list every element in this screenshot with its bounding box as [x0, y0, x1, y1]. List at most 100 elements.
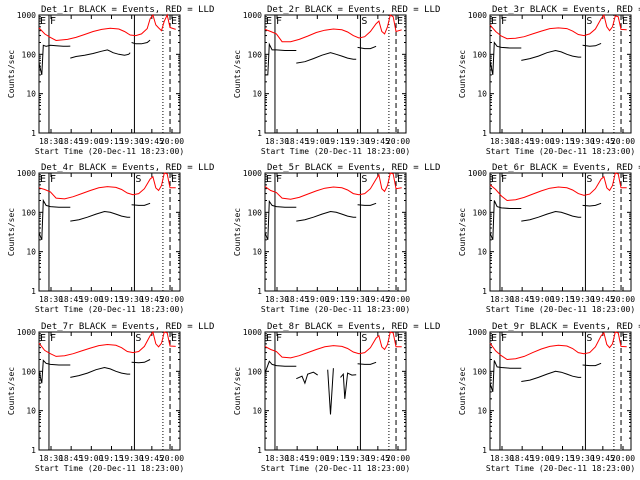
y-tick-label: 100: [22, 208, 37, 217]
x-axis-label: Start Time (20-Dec-11 18:23:00): [486, 147, 635, 156]
x-tick-label: 19:45: [366, 137, 390, 146]
marker-label: F: [501, 174, 507, 185]
x-tick-label: 19:15: [550, 137, 574, 146]
marker-label: E: [266, 333, 272, 344]
x-tick-label: 18:45: [285, 137, 309, 146]
x-axis-label: Start Time (20-Dec-11 18:23:00): [486, 464, 635, 473]
panel-title: Det_9r BLACK = Events, RED = LLD: [492, 322, 640, 332]
marker-label: E: [171, 16, 177, 27]
marker-label: F: [276, 16, 282, 27]
x-tick-label: 20:00: [611, 295, 635, 304]
x-tick-label: 19:00: [79, 137, 103, 146]
x-tick-label: 20:00: [160, 295, 184, 304]
events-series-line: [296, 210, 357, 222]
x-tick-label: 19:30: [571, 137, 595, 146]
marker-label: S: [586, 174, 592, 185]
events-series-line: [489, 200, 522, 240]
y-tick-label: 10: [477, 90, 487, 99]
lld-series-line: [489, 13, 627, 40]
detector-panel-9: Det_9r BLACK = Events, RED = LLD 1 10 100 10…: [458, 322, 640, 473]
detector-panel-5: Det_5r BLACK = Events, RED = LLD 1 10 100 10…: [233, 163, 440, 314]
y-axis-label: Counts/sec: [233, 50, 242, 98]
events-series-line: [327, 368, 334, 415]
x-tick-label: 18:45: [510, 295, 534, 304]
x-tick-label: 19:45: [366, 454, 390, 463]
x-tick-label: 19:45: [140, 295, 164, 304]
x-tick-label: 18:30: [265, 454, 289, 463]
x-tick-label: 18:45: [59, 295, 83, 304]
y-tick-label: 1: [31, 129, 36, 138]
marker-label: S: [586, 16, 592, 27]
x-tick-label: 19:15: [325, 295, 349, 304]
marker-label: E: [171, 174, 177, 185]
events-series-line: [582, 362, 602, 367]
lld-series-line: [489, 172, 627, 202]
x-tick-label: 19:45: [591, 295, 615, 304]
events-series-line: [38, 198, 71, 240]
marker-label: E: [622, 333, 628, 344]
x-tick-label: 19:30: [571, 454, 595, 463]
y-tick-label: 10: [252, 90, 262, 99]
x-tick-label: 19:15: [99, 454, 123, 463]
y-tick-label: 100: [473, 208, 488, 217]
y-tick-label: 1000: [468, 169, 487, 178]
detector-panel-6: Det_6r BLACK = Events, RED = LLD 1 10 100 10…: [458, 163, 640, 314]
marker-label: F: [50, 333, 56, 344]
y-tick-label: 1: [257, 446, 262, 455]
x-tick-label: 19:00: [305, 295, 329, 304]
y-tick-label: 1000: [243, 169, 262, 178]
x-tick-label: 18:30: [490, 295, 514, 304]
x-tick-label: 18:45: [285, 295, 309, 304]
marker-label: F: [50, 174, 56, 185]
y-tick-label: 1: [482, 129, 487, 138]
x-tick-label: 19:15: [99, 295, 123, 304]
y-tick-label: 1: [257, 287, 262, 296]
x-tick-label: 19:00: [79, 295, 103, 304]
marker-label: F: [50, 16, 56, 27]
lld-series-line: [38, 13, 176, 42]
x-axis-label: Start Time (20-Dec-11 18:23:00): [261, 147, 410, 156]
x-tick-label: 19:15: [325, 454, 349, 463]
lld-series-line: [489, 331, 627, 361]
x-tick-label: 19:30: [120, 454, 144, 463]
x-tick-label: 19:15: [325, 137, 349, 146]
x-tick-label: 20:00: [611, 454, 635, 463]
lld-series-line: [264, 172, 402, 200]
y-tick-label: 1000: [468, 11, 487, 20]
x-tick-label: 19:15: [550, 454, 574, 463]
panel-title: Det_2r BLACK = Events, RED = LLD: [267, 5, 440, 15]
y-tick-label: 100: [473, 367, 488, 376]
marker-label: E: [397, 174, 403, 185]
x-tick-label: 18:30: [490, 137, 514, 146]
panel-title: Det_1r BLACK = Events, RED = LLD: [41, 5, 214, 15]
plot-frame: [489, 14, 632, 134]
y-tick-label: 100: [473, 50, 488, 59]
marker-label: F: [501, 16, 507, 27]
x-tick-label: 19:45: [591, 454, 615, 463]
marker-label: E: [491, 174, 497, 185]
y-tick-label: 10: [477, 248, 487, 257]
x-tick-label: 19:15: [99, 137, 123, 146]
panel-title: Det_3r BLACK = Events, RED = LLD: [492, 5, 640, 15]
x-axis-label: Start Time (20-Dec-11 18:23:00): [486, 305, 635, 314]
plot-frame: [38, 14, 181, 134]
events-series-line: [489, 41, 522, 75]
y-tick-label: 1000: [17, 11, 36, 20]
events-series-line: [521, 49, 582, 61]
detector-panel-7: Det_7r BLACK = Events, RED = LLD 1 10 100 10…: [7, 322, 214, 473]
y-tick-label: 1000: [243, 11, 262, 20]
lld-series-line: [264, 14, 402, 43]
y-tick-label: 100: [248, 50, 263, 59]
y-tick-label: 10: [252, 248, 262, 257]
x-tick-label: 20:00: [386, 295, 410, 304]
x-tick-label: 18:45: [510, 454, 534, 463]
x-tick-label: 19:00: [530, 295, 554, 304]
events-series-line: [357, 202, 377, 206]
x-tick-label: 20:00: [611, 137, 635, 146]
y-tick-label: 1: [482, 446, 487, 455]
x-tick-label: 18:30: [39, 454, 63, 463]
x-tick-label: 19:00: [305, 137, 329, 146]
x-tick-label: 18:45: [59, 454, 83, 463]
x-tick-label: 18:30: [39, 137, 63, 146]
marker-label: E: [266, 16, 272, 27]
